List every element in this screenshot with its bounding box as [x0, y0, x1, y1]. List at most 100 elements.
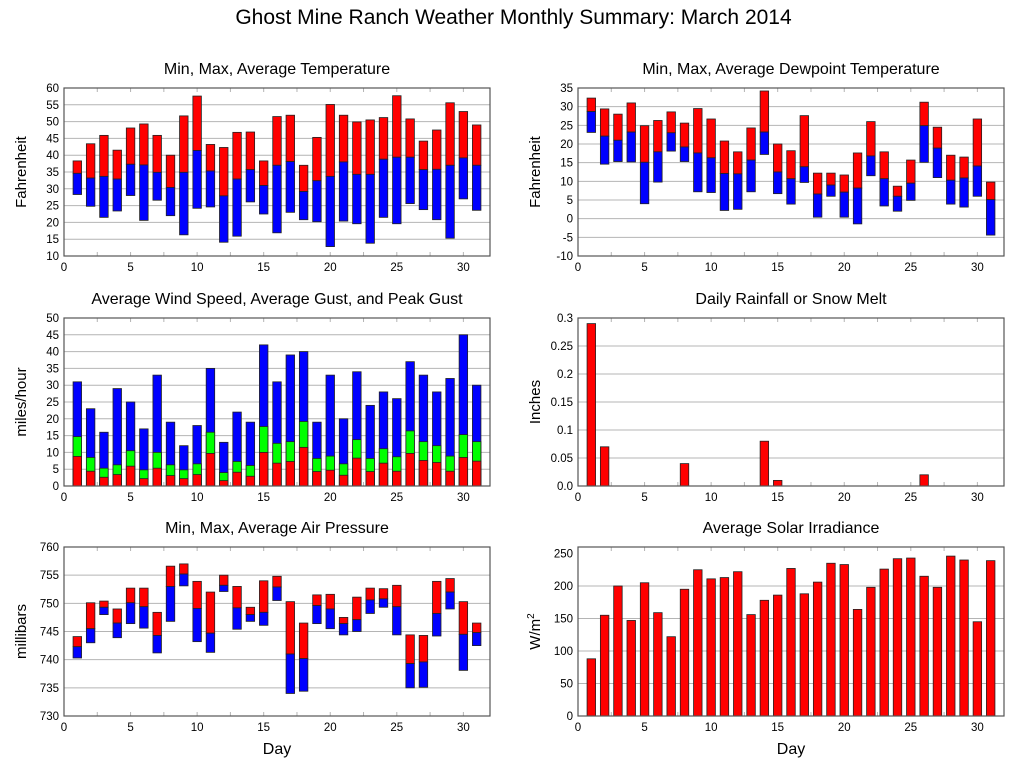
- bar-min-day-30: [458, 157, 469, 200]
- bar-min-day-28: [432, 168, 442, 221]
- bar-max-day-18: [812, 172, 823, 195]
- bar-min-day-4: [112, 622, 122, 639]
- bar-avg-wind-day-6: [139, 478, 149, 487]
- x-tick-label: 25: [904, 262, 917, 274]
- bar-min-day-3: [99, 606, 109, 616]
- x-tick-label: 15: [771, 262, 784, 274]
- bar-min-day-9: [179, 573, 189, 587]
- x-tick-label: 0: [61, 262, 67, 274]
- bar-min-day-31: [472, 632, 482, 646]
- y-tick-label: 50: [46, 117, 59, 129]
- bar-day-10: [706, 578, 716, 717]
- bar-day-20: [839, 564, 849, 717]
- bar-max-day-31: [472, 124, 482, 166]
- bar-max-day-31: [472, 622, 482, 634]
- bar-day-28: [946, 555, 956, 717]
- x-tick-label: 25: [390, 262, 403, 274]
- bar-min-day-18: [812, 193, 823, 218]
- bar-max-day-17: [285, 601, 295, 655]
- bar-min-day-10: [192, 608, 202, 643]
- bar-min-day-30: [458, 633, 469, 671]
- y-tick-label: 30: [46, 184, 59, 196]
- bar-max-day-3: [99, 600, 109, 608]
- bar-max-day-11: [205, 144, 216, 172]
- x-tick-label: 20: [324, 492, 337, 504]
- x-tick-label: 10: [191, 492, 204, 504]
- x-tick-label: 10: [705, 492, 718, 504]
- bar-max-day-20: [325, 593, 335, 610]
- plot-frame: [577, 317, 1005, 487]
- y-tick-label: 25: [46, 201, 59, 213]
- x-tick-label: 0: [575, 492, 581, 504]
- chart-solar: Average Solar Irradiance 0 50 100 150 200 250 0…: [526, 520, 1005, 758]
- bar-min-day-11: [719, 173, 730, 211]
- bar-min-day-31: [472, 164, 482, 211]
- x-tick-label: 20: [838, 492, 851, 504]
- bar-min-day-23: [365, 173, 375, 244]
- bar-max-day-15: [259, 580, 269, 613]
- bar-avg-wind-day-22: [352, 457, 362, 487]
- bar-max-day-7: [666, 111, 676, 134]
- chart-title: Average Solar Irradiance: [703, 520, 880, 537]
- x-tick-label: 10: [191, 262, 204, 274]
- bar-min-day-27: [418, 169, 429, 211]
- bar-max-day-8: [679, 122, 690, 148]
- bar-min-day-7: [152, 635, 162, 654]
- bar-max-day-2: [85, 143, 96, 179]
- bar-max-day-11: [205, 591, 216, 634]
- bar-min-day-2: [85, 177, 96, 207]
- y-axis-label: millibars: [13, 604, 30, 659]
- y-tick-label: 0.1: [557, 425, 573, 437]
- bar-min-day-24: [378, 598, 389, 608]
- main-title: Ghost Mine Ranch Weather Monthly Summary…: [235, 6, 792, 29]
- y-tick-label: 100: [554, 646, 573, 658]
- bar-min-day-8: [679, 146, 690, 162]
- y-tick-label: 0: [567, 711, 573, 723]
- y-tick-label: -10: [556, 251, 573, 263]
- x-tick-label: 20: [324, 722, 337, 734]
- y-tick-label: 20: [46, 414, 59, 426]
- y-tick-label: 10: [46, 447, 59, 459]
- chart-title: Average Wind Speed, Average Gust, and Pe…: [91, 291, 463, 308]
- bar-max-day-25: [906, 159, 916, 184]
- bar-min-day-5: [639, 161, 650, 205]
- bar-max-day-28: [946, 154, 956, 181]
- bar-min-day-15: [773, 171, 783, 195]
- x-tick-label: 25: [904, 492, 917, 504]
- y-tick-label: 200: [554, 581, 573, 593]
- bar-min-day-24: [378, 158, 389, 218]
- bar-max-day-18: [298, 622, 309, 659]
- bar-day-4: [626, 620, 636, 717]
- y-tick-label: 0.25: [551, 341, 573, 353]
- y-tick-label: 55: [46, 100, 59, 112]
- bar-max-day-12: [219, 147, 229, 197]
- bar-max-day-21: [338, 114, 349, 163]
- bar-avg-wind-day-24: [378, 462, 389, 487]
- bar-max-day-25: [392, 95, 402, 158]
- x-tick-label: 5: [641, 722, 647, 734]
- y-tick-label: 0.3: [557, 313, 573, 325]
- bar-max-day-30: [458, 601, 469, 635]
- x-tick-label: 15: [771, 722, 784, 734]
- bar-min-day-7: [152, 171, 162, 201]
- bar-min-day-29: [959, 177, 969, 208]
- x-tick-label: 15: [257, 722, 270, 734]
- bar-avg-wind-day-30: [458, 457, 469, 487]
- bar-min-day-5: [125, 602, 136, 625]
- bar-max-day-14: [245, 606, 256, 616]
- bar-min-day-2: [85, 628, 96, 644]
- x-axis-label: Day: [263, 741, 291, 758]
- bar-avg-wind-day-26: [405, 453, 415, 487]
- bar-max-day-3: [99, 134, 109, 177]
- x-tick-label: 15: [257, 262, 270, 274]
- bar-min-day-20: [839, 191, 849, 218]
- y-tick-label: 10: [560, 176, 573, 188]
- plot-frame: [577, 87, 1005, 257]
- x-tick-label: 25: [390, 492, 403, 504]
- bar-max-day-28: [432, 580, 442, 614]
- bar-max-day-29: [445, 102, 455, 166]
- bar-max-day-29: [445, 578, 455, 593]
- bar-day-29: [959, 559, 969, 717]
- bar-max-day-30: [458, 111, 469, 159]
- bar-day-14: [759, 599, 770, 717]
